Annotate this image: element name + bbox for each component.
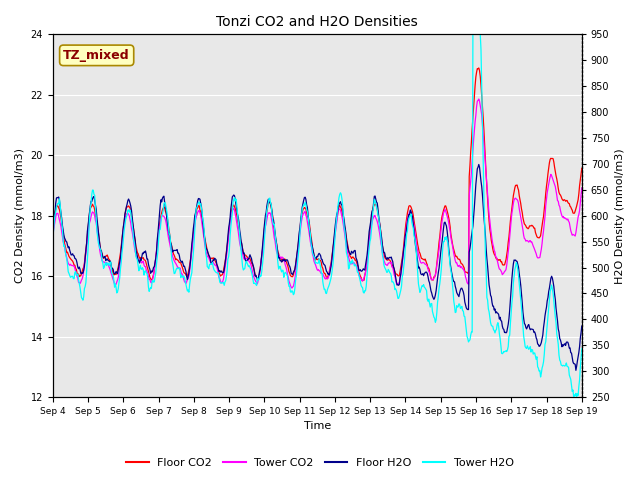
Floor H2O <box>578 323 586 329</box>
Floor H2O <box>49 229 56 235</box>
Tower CO2 <box>113 279 120 285</box>
Line: Tower H2O: Tower H2O <box>52 35 582 397</box>
Line: Tower CO2: Tower CO2 <box>52 99 582 288</box>
Line: Floor CO2: Floor CO2 <box>52 68 582 281</box>
Tower CO2 <box>288 285 296 291</box>
Tower CO2 <box>49 234 56 240</box>
Tower CO2 <box>475 96 483 102</box>
X-axis label: Time: Time <box>303 421 331 432</box>
Tower CO2 <box>397 267 405 273</box>
Text: TZ_mixed: TZ_mixed <box>63 49 130 62</box>
Y-axis label: H2O Density (mmol/m3): H2O Density (mmol/m3) <box>615 148 625 284</box>
Y-axis label: CO2 Density (mmol/m3): CO2 Density (mmol/m3) <box>15 148 25 283</box>
Tower H2O <box>195 200 202 205</box>
Floor CO2 <box>195 203 202 208</box>
Tower CO2 <box>578 185 586 191</box>
Tower H2O <box>469 32 477 37</box>
Floor CO2 <box>397 261 405 266</box>
Floor H2O <box>113 270 120 276</box>
Floor H2O <box>475 162 483 168</box>
Tower H2O <box>113 290 120 296</box>
Floor CO2 <box>113 270 120 276</box>
Tower H2O <box>58 225 66 231</box>
Legend: Floor CO2, Tower CO2, Floor H2O, Tower H2O: Floor CO2, Tower CO2, Floor H2O, Tower H… <box>122 453 518 472</box>
Floor CO2 <box>49 225 56 231</box>
Floor H2O <box>166 240 174 245</box>
Floor CO2 <box>166 239 174 245</box>
Tower CO2 <box>166 245 174 251</box>
Floor CO2 <box>578 166 586 171</box>
Tower H2O <box>397 288 404 293</box>
Tower CO2 <box>195 208 202 214</box>
Floor H2O <box>381 253 389 259</box>
Tower CO2 <box>382 262 390 267</box>
Floor CO2 <box>58 225 66 231</box>
Tower H2O <box>166 239 174 244</box>
Title: Tonzi CO2 and H2O Densities: Tonzi CO2 and H2O Densities <box>216 15 418 29</box>
Floor H2O <box>58 222 66 228</box>
Tower H2O <box>573 394 580 400</box>
Floor CO2 <box>358 278 366 284</box>
Floor H2O <box>572 367 580 373</box>
Floor H2O <box>397 271 404 277</box>
Tower H2O <box>578 346 586 352</box>
Tower H2O <box>381 266 389 272</box>
Floor H2O <box>195 196 202 202</box>
Line: Floor H2O: Floor H2O <box>52 165 582 370</box>
Floor CO2 <box>475 65 483 71</box>
Tower CO2 <box>58 234 66 240</box>
Floor CO2 <box>382 256 390 262</box>
Tower H2O <box>49 238 56 243</box>
